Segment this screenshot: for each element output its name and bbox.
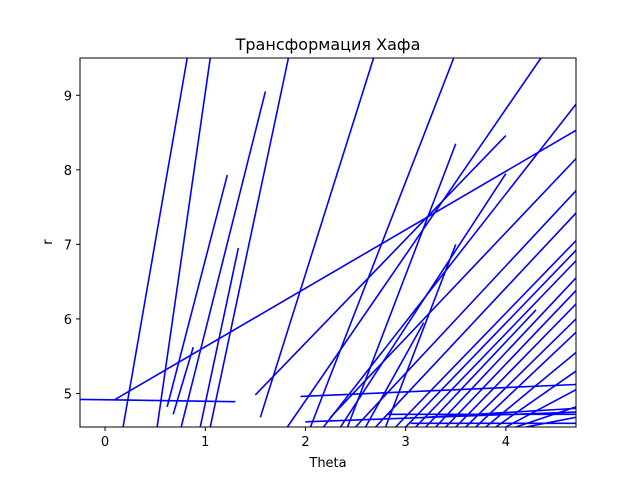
line-segment-36 (515, 406, 576, 427)
x-tick-label: 1 (201, 435, 209, 450)
line-segment-35 (505, 389, 576, 427)
line-segment-27 (425, 309, 537, 427)
line-segment-16 (339, 173, 507, 427)
line-segment-24 (405, 249, 576, 427)
line-segment-14 (322, 103, 576, 427)
line-segments (80, 58, 576, 427)
y-tick-label: 9 (64, 89, 72, 104)
line-segment-13 (309, 58, 455, 427)
line-segment-5 (172, 347, 194, 415)
plot-frame (79, 57, 577, 428)
line-segment-4 (166, 174, 229, 408)
y-tick-label: 8 (64, 164, 72, 179)
y-axis-label: r (41, 239, 56, 245)
y-tick-label: 5 (64, 387, 72, 402)
line-segment-8 (209, 58, 290, 427)
line-segment-17 (346, 143, 457, 427)
line-segment-30 (455, 303, 576, 427)
line-segment-0 (80, 398, 236, 403)
x-axis-label: Theta (308, 456, 346, 471)
x-tick-label: 2 (301, 435, 309, 450)
x-tick-label: 0 (101, 435, 109, 450)
x-axis-ticks: 0 1 2 3 4 (101, 427, 510, 450)
line-segment-7 (199, 247, 240, 427)
line-segment-21 (384, 244, 457, 427)
line-segment-32 (475, 331, 576, 427)
line-segment-9 (254, 134, 507, 396)
line-segment-3 (156, 58, 212, 427)
line-segment-10 (259, 58, 375, 418)
chart-title: Трансформация Хафа (235, 35, 421, 54)
line-segment-11 (286, 58, 542, 427)
line-segment-34 (495, 370, 576, 427)
line-segment-6 (180, 91, 267, 427)
line-segment-29 (445, 290, 576, 427)
y-axis-ticks: 5 6 7 8 9 (64, 89, 80, 402)
line-segment-18 (354, 190, 576, 427)
line-segment-15 (329, 158, 576, 418)
line-segment-2 (122, 58, 189, 427)
x-tick-label: 3 (402, 435, 410, 450)
y-tick-label: 6 (64, 313, 72, 328)
line-segment-20 (375, 212, 576, 427)
line-segment-12 (300, 383, 576, 398)
line-segment-19 (364, 322, 425, 427)
y-tick-label: 7 (64, 238, 72, 253)
line-segment-37 (525, 416, 576, 427)
line-segment-28 (435, 277, 576, 427)
x-tick-label: 4 (502, 435, 510, 450)
line-segment-39 (305, 411, 576, 423)
line-segment-31 (465, 318, 576, 427)
line-segment-26 (415, 260, 576, 427)
line-segment-1 (114, 129, 576, 401)
line-segment-23 (395, 240, 576, 427)
